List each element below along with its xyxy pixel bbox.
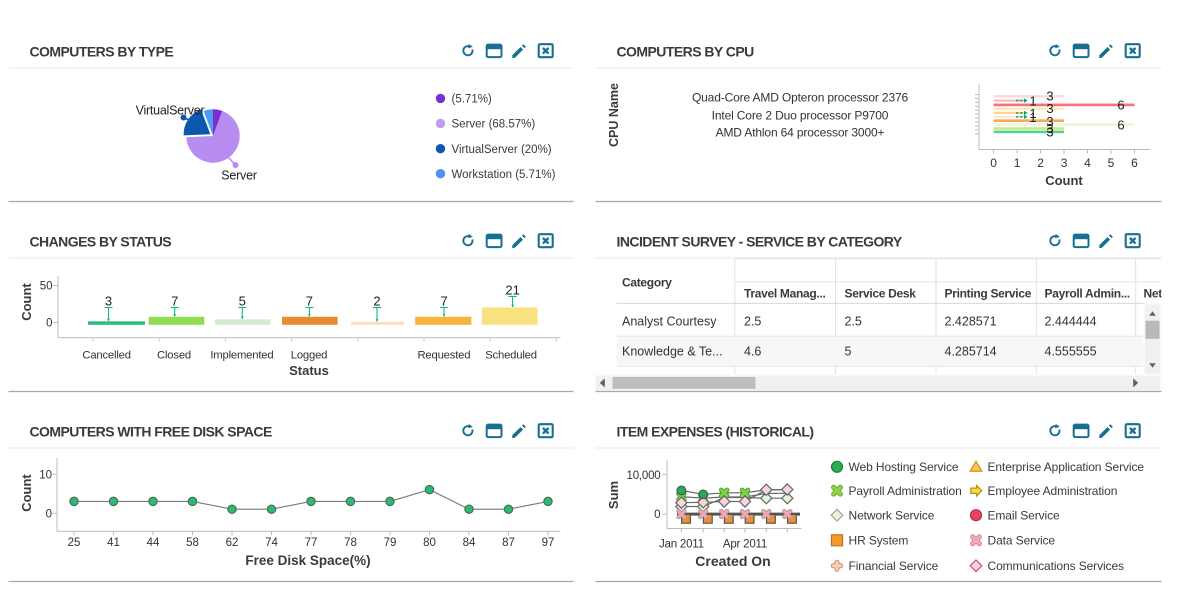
svg-text:COMPUTERS WITH FREE DISK SPACE: COMPUTERS WITH FREE DISK SPACE — [30, 424, 272, 440]
svg-text:4.6: 4.6 — [744, 345, 761, 359]
svg-text:ITEM EXPENSES (HISTORICAL): ITEM EXPENSES (HISTORICAL) — [617, 424, 814, 440]
svg-text:2.428571: 2.428571 — [945, 315, 997, 329]
svg-text:0: 0 — [990, 156, 997, 170]
svg-text:Apr 2011: Apr 2011 — [723, 539, 767, 551]
svg-text:CHANGES BY STATUS: CHANGES BY STATUS — [30, 234, 172, 250]
svg-text:4.555555: 4.555555 — [1045, 345, 1097, 359]
svg-text:INCIDENT SURVEY - SERVICE BY C: INCIDENT SURVEY - SERVICE BY CATEGORY — [617, 234, 903, 250]
svg-text:Payroll Admin...: Payroll Admin... — [1045, 287, 1130, 301]
svg-text:77: 77 — [305, 537, 318, 549]
svg-text:78: 78 — [344, 537, 357, 549]
svg-text:2: 2 — [373, 294, 380, 309]
svg-text:58: 58 — [186, 537, 199, 549]
svg-text:1: 1 — [1029, 110, 1036, 125]
svg-text:Employee Administration: Employee Administration — [988, 484, 1118, 498]
svg-text:5: 5 — [1108, 156, 1115, 170]
svg-text:COMPUTERS BY CPU: COMPUTERS BY CPU — [617, 44, 755, 60]
svg-text:25: 25 — [68, 537, 81, 549]
svg-text:Payroll Administration: Payroll Administration — [849, 484, 962, 498]
svg-text:2.5: 2.5 — [744, 315, 761, 329]
svg-text:Scheduled: Scheduled — [485, 349, 537, 361]
svg-text:Server: Server — [221, 169, 257, 183]
svg-text:6: 6 — [1131, 156, 1138, 170]
svg-text:2.5: 2.5 — [845, 315, 862, 329]
svg-text:VirtualServer (20%): VirtualServer (20%) — [452, 144, 552, 156]
svg-text:50: 50 — [40, 281, 53, 293]
svg-text:6: 6 — [1117, 118, 1124, 133]
svg-text:0: 0 — [654, 509, 660, 521]
svg-text:Status: Status — [289, 363, 329, 378]
svg-text:Implemented: Implemented — [210, 349, 273, 361]
svg-text:Category: Category — [622, 276, 672, 290]
svg-text:10,000: 10,000 — [627, 470, 661, 482]
svg-text:7: 7 — [440, 294, 447, 309]
svg-text:3: 3 — [1046, 125, 1053, 140]
svg-text:87: 87 — [502, 537, 515, 549]
svg-text:7: 7 — [171, 294, 178, 309]
svg-text:Analyst Courtesy: Analyst Courtesy — [622, 315, 717, 329]
svg-text:10: 10 — [39, 470, 52, 482]
svg-text:4.285714: 4.285714 — [945, 345, 997, 359]
svg-text:5: 5 — [239, 294, 246, 309]
svg-text:Service Desk: Service Desk — [845, 287, 917, 301]
svg-text:84: 84 — [463, 537, 476, 549]
svg-text:Enterprise Application Service: Enterprise Application Service — [988, 460, 1145, 474]
svg-text:74: 74 — [265, 537, 278, 549]
svg-text:Data Service: Data Service — [988, 534, 1056, 548]
svg-text:Knowledge & Te...: Knowledge & Te... — [622, 345, 723, 359]
svg-text:COMPUTERS BY TYPE: COMPUTERS BY TYPE — [30, 44, 174, 60]
svg-text:80: 80 — [423, 537, 436, 549]
svg-text:Network Service: Network Service — [849, 509, 935, 523]
svg-text:3: 3 — [1061, 156, 1068, 170]
svg-text:Workstation (5.71%): Workstation (5.71%) — [452, 169, 556, 181]
svg-text:Created On: Created On — [695, 553, 770, 569]
svg-text:21: 21 — [505, 283, 519, 298]
svg-text:CPU Name: CPU Name — [607, 83, 621, 147]
svg-text:Printing Service: Printing Service — [945, 287, 1032, 301]
svg-text:AMD Athlon 64 processor 3000+: AMD Athlon 64 processor 3000+ — [716, 126, 885, 140]
svg-text:Intel Core 2 Duo processor P97: Intel Core 2 Duo processor P9700 — [712, 109, 889, 123]
svg-text:Email Service: Email Service — [988, 509, 1060, 523]
svg-text:0: 0 — [46, 318, 52, 330]
svg-text:(5.71%): (5.71%) — [452, 94, 492, 106]
svg-text:6: 6 — [1117, 98, 1124, 113]
svg-text:Jan 2011: Jan 2011 — [659, 539, 704, 551]
svg-text:7: 7 — [306, 294, 313, 309]
svg-text:Financial Service: Financial Service — [849, 559, 939, 573]
svg-text:1: 1 — [1014, 156, 1021, 170]
svg-text:Count: Count — [1045, 173, 1083, 188]
svg-text:97: 97 — [542, 537, 555, 549]
svg-text:Closed: Closed — [157, 349, 191, 361]
svg-text:Count: Count — [19, 474, 34, 512]
svg-text:Logged: Logged — [291, 349, 328, 361]
svg-text:41: 41 — [107, 537, 120, 549]
svg-text:79: 79 — [384, 537, 397, 549]
svg-text:62: 62 — [226, 537, 239, 549]
svg-text:Server (68.57%): Server (68.57%) — [452, 119, 536, 131]
svg-text:5: 5 — [845, 345, 852, 359]
svg-text:HR System: HR System — [849, 534, 909, 548]
svg-text:Travel Manag...: Travel Manag... — [744, 287, 826, 301]
svg-text:44: 44 — [147, 537, 160, 549]
svg-text:2.444444: 2.444444 — [1045, 315, 1097, 329]
svg-text:VirtualServer: VirtualServer — [136, 104, 205, 118]
svg-text:Net: Net — [1144, 287, 1163, 301]
svg-text:Free Disk Space(%): Free Disk Space(%) — [245, 553, 370, 568]
svg-text:Communications Services: Communications Services — [988, 559, 1125, 573]
svg-text:Count: Count — [19, 283, 34, 321]
svg-text:4: 4 — [1084, 156, 1091, 170]
svg-text:Quad-Core AMD Opteron processo: Quad-Core AMD Opteron processor 2376 — [692, 91, 909, 105]
svg-text:0: 0 — [46, 509, 52, 521]
svg-text:Requested: Requested — [417, 349, 470, 361]
svg-text:Cancelled: Cancelled — [82, 349, 130, 361]
svg-text:3: 3 — [105, 294, 112, 309]
svg-text:Sum: Sum — [606, 481, 621, 509]
svg-text:Web Hosting Service: Web Hosting Service — [849, 460, 959, 474]
svg-text:2: 2 — [1037, 156, 1044, 170]
